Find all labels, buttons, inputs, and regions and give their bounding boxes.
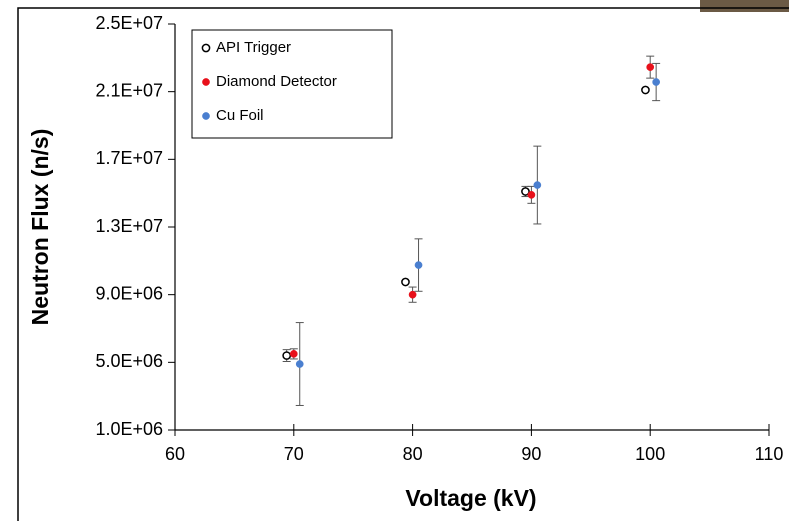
- point: [652, 78, 660, 86]
- point: [295, 360, 304, 368]
- legend-label: API Trigger: [216, 39, 291, 56]
- x-tick-label: 90: [521, 444, 541, 464]
- point: [282, 351, 292, 360]
- point: [527, 191, 536, 199]
- y-tick-label: 9.0E+06: [95, 283, 163, 303]
- x-axis-title: Voltage (kV): [405, 485, 536, 511]
- y-tick-label: 2.5E+07: [95, 13, 163, 33]
- x-tick-label: 80: [403, 444, 423, 464]
- photo-fragment: [700, 0, 789, 12]
- legend-label: Diamond Detector: [216, 73, 337, 90]
- legend-marker: [202, 78, 210, 86]
- y-tick-label: 1.3E+07: [95, 216, 163, 236]
- x-tick-label: 110: [755, 444, 784, 464]
- legend-marker: [202, 112, 210, 120]
- y-axis-title: Neutron Flux (n/s): [27, 129, 53, 326]
- y-tick-label: 1.7E+07: [95, 148, 163, 168]
- x-tick-label: 100: [635, 444, 665, 464]
- point: [533, 181, 542, 189]
- y-tick-label: 1.0E+06: [95, 419, 163, 439]
- x-tick-label: 60: [165, 444, 185, 464]
- legend-box: [191, 29, 393, 139]
- legend-marker: [201, 43, 211, 53]
- legend-label: Cu Foil: [216, 107, 264, 124]
- point: [414, 261, 423, 269]
- point: [521, 187, 530, 196]
- point: [401, 277, 410, 287]
- y-tick-label: 5.0E+06: [95, 351, 163, 371]
- y-tick-label: 2.1E+07: [95, 80, 163, 100]
- point: [641, 85, 650, 95]
- point: [646, 63, 655, 71]
- chart-frame: [17, 7, 789, 526]
- point: [408, 290, 417, 299]
- x-tick-label: 70: [284, 444, 304, 464]
- point: [289, 350, 298, 358]
